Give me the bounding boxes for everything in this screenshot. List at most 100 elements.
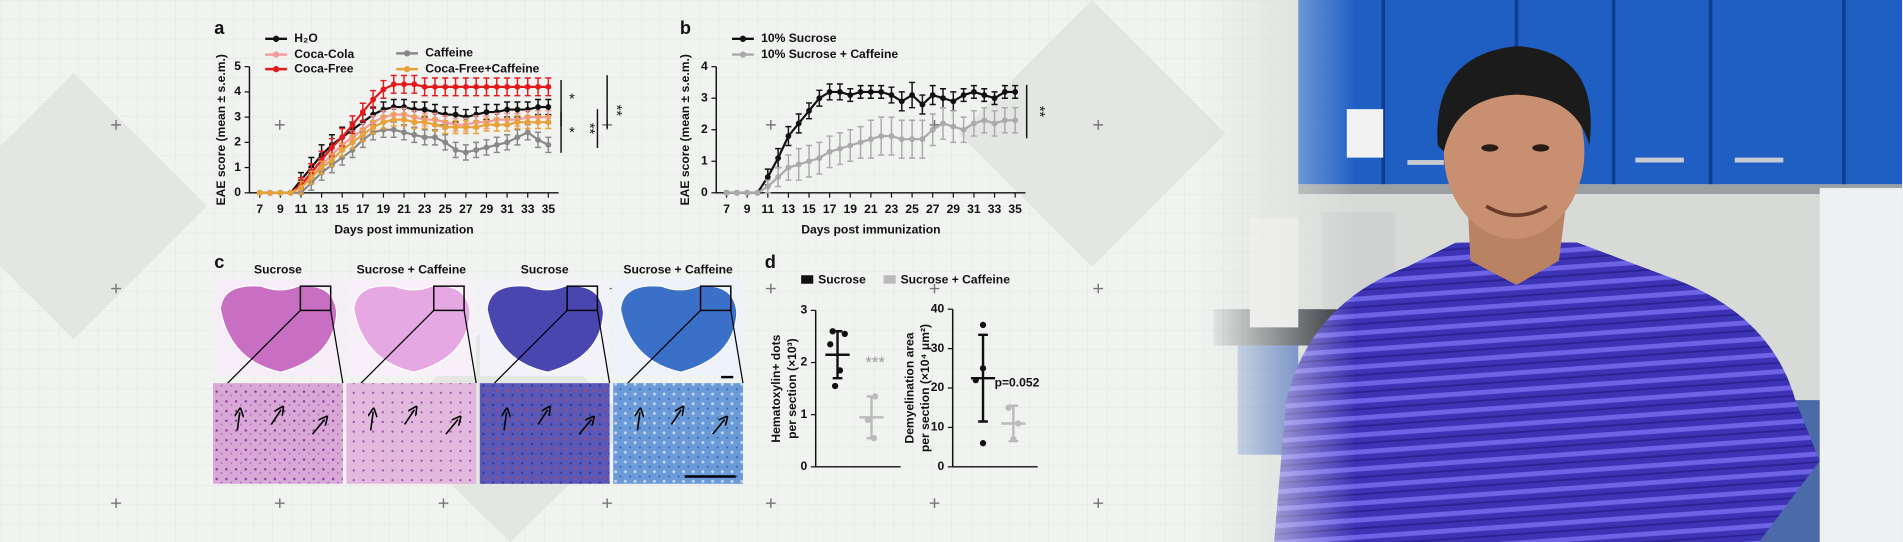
data-point (744, 189, 751, 196)
data-point (775, 174, 782, 180)
data-point (827, 341, 834, 348)
panel-label: a (214, 18, 225, 38)
arrow (578, 420, 591, 435)
x-tick-label: 19 (844, 202, 858, 216)
x-tick-label: 25 (905, 202, 919, 216)
data-point (514, 119, 521, 126)
data-point (473, 147, 480, 153)
arrow (371, 412, 373, 431)
data-point (1010, 436, 1017, 443)
data-point (979, 321, 987, 329)
data-point (837, 88, 843, 95)
legend-marker (272, 65, 280, 73)
data-point (826, 148, 833, 155)
data-point (421, 83, 428, 90)
data-point (535, 83, 541, 90)
y-tick-label: 2 (234, 135, 241, 149)
zoom-tile (613, 383, 743, 484)
data-point (960, 92, 967, 98)
arrow (712, 420, 725, 435)
legend-marker (403, 50, 411, 57)
data-point (401, 116, 407, 123)
legend-marker (739, 35, 747, 42)
plus-mark (765, 120, 776, 130)
y-tick-label: 4 (234, 84, 241, 98)
data-point (981, 92, 988, 98)
data-point (390, 81, 397, 88)
data-point (349, 121, 356, 128)
data-point (950, 98, 957, 105)
data-point (514, 106, 521, 113)
zoom-box (433, 285, 465, 312)
data-point (298, 184, 304, 191)
data-point (432, 83, 438, 90)
data-point (370, 96, 377, 103)
data-point (841, 330, 848, 338)
y-axis-label: Demyelination area (902, 332, 916, 443)
data-point (328, 144, 335, 151)
y-tick-label: 3 (234, 109, 241, 123)
data-point (979, 440, 987, 447)
data-point (847, 142, 854, 149)
data-point (504, 139, 511, 146)
data-point (483, 109, 490, 115)
data-point (493, 141, 500, 148)
zoom-line (730, 310, 744, 384)
x-tick-label: 9 (277, 202, 284, 216)
data-point (473, 124, 480, 131)
x-tick-label: 17 (356, 202, 370, 216)
data-point (991, 95, 998, 102)
zoom-line (493, 309, 568, 384)
panel-label: d (765, 252, 776, 272)
y-tick-label: 0 (800, 459, 807, 473)
data-point (535, 119, 541, 126)
data-point (1001, 88, 1008, 95)
zoom-box (566, 285, 599, 312)
y-axis-label: per section (×10⁴ μm²) (918, 324, 932, 452)
data-point (411, 131, 418, 138)
data-point (277, 189, 284, 196)
data-point (256, 189, 263, 196)
significance-label: ** (608, 105, 624, 117)
data-point (287, 189, 294, 196)
significance-label: * (569, 91, 575, 107)
data-point (493, 83, 500, 90)
data-point (483, 121, 490, 128)
data-point (370, 124, 377, 131)
legend-label: Coca-Cola (294, 47, 354, 61)
data-point (764, 183, 771, 190)
data-point (795, 120, 802, 127)
data-point (950, 123, 957, 130)
x-tick-label: 15 (335, 202, 349, 216)
data-point (380, 86, 387, 93)
significance-label: ** (1031, 106, 1047, 118)
data-point (545, 83, 552, 90)
legend-label: Caffeine (425, 46, 473, 60)
x-tick-label: 9 (744, 202, 751, 216)
zoom-line (596, 310, 611, 384)
plus-mark (1093, 283, 1104, 294)
data-point (991, 120, 998, 127)
y-tick-label: 2 (701, 122, 708, 136)
data-point (1005, 404, 1012, 411)
data-point (795, 161, 802, 168)
x-tick-label: 33 (521, 202, 535, 216)
data-point (864, 416, 871, 424)
arrow (670, 410, 681, 425)
x-tick-label: 21 (397, 202, 411, 216)
plus-mark (438, 498, 449, 509)
data-point (847, 92, 854, 98)
data-point (514, 134, 521, 141)
zoom-line (627, 309, 701, 384)
y-axis-label: Hematoxylin+ dots (769, 334, 783, 442)
data-point (349, 139, 356, 146)
data-point (545, 104, 552, 110)
y-axis-label: EAE score (mean ± s.e.m.) (678, 54, 692, 205)
plus-mark (929, 283, 940, 294)
x-tick-label: 29 (947, 202, 961, 216)
data-point (545, 141, 552, 148)
x-tick-label: 27 (926, 202, 940, 216)
data-point (940, 120, 946, 127)
data-point (806, 107, 812, 114)
plus-mark (111, 283, 121, 294)
